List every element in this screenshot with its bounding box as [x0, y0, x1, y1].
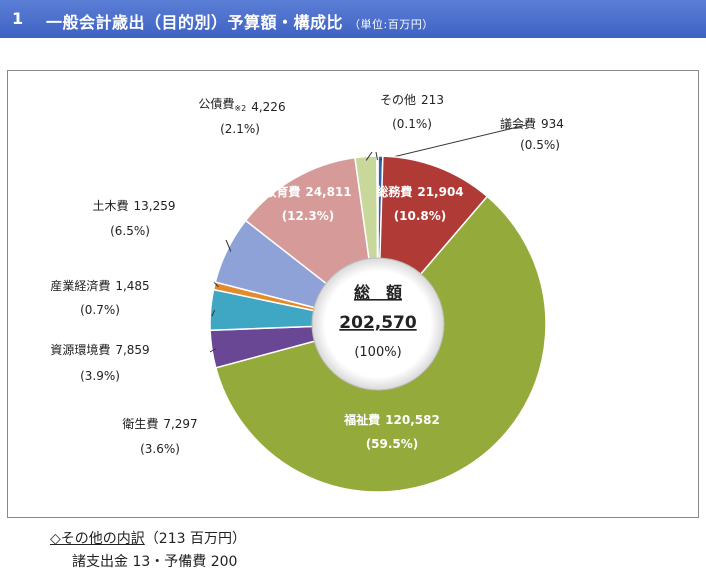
donut-center — [311, 257, 445, 391]
slice-percent: (0.7%) — [80, 303, 120, 317]
other-breakdown-detail: 諸支出金 13・予備費 200 — [72, 554, 238, 570]
slice-label: 総務費 21,904 — [376, 184, 463, 199]
slice-label: 議会費 934 — [500, 116, 564, 131]
slice-label: 福祉費 120,582 — [343, 412, 440, 427]
slice-percent: (2.1%) — [220, 122, 260, 136]
leader-line — [375, 151, 378, 161]
leader-line — [365, 151, 373, 161]
center-title: 総 額 — [354, 283, 402, 302]
leader-line — [209, 348, 217, 353]
slice-percent: (12.3%) — [282, 209, 335, 223]
slice-label: その他 213 — [380, 93, 444, 107]
center-total: 202,570 — [339, 313, 417, 333]
other-breakdown-note: ◇その他の内訳（213 百万円） — [50, 528, 246, 548]
leader-line — [225, 239, 232, 252]
center-percent: (100%) — [354, 345, 401, 360]
slice-10 — [376, 155, 379, 261]
slice-label: 土木費 13,259 — [92, 198, 175, 213]
slice-percent: (0.5%) — [520, 138, 560, 152]
slice-label: 教育費 24,811 — [263, 184, 351, 199]
chart-header: 1 一般会計歳出（目的別）予算額・構成比 （単位:百万円） — [0, 0, 706, 38]
slice-percent: (3.9%) — [80, 369, 120, 383]
unit-label: （単位:百万円） — [349, 18, 434, 31]
leader-line — [213, 281, 219, 288]
slice-percent: (59.5%) — [366, 437, 419, 451]
section-number: 1 — [12, 9, 24, 28]
leader-line — [211, 309, 216, 317]
slice-percent: (10.8%) — [394, 209, 447, 223]
slice-percent: (6.5%) — [110, 224, 150, 238]
leader-line — [380, 124, 527, 161]
chart-title-text: 一般会計歳出（目的別）予算額・構成比 — [46, 13, 344, 32]
slice-label: 産業経済費 1,485 — [50, 278, 149, 293]
other-breakdown-amount: （213 百万円） — [144, 531, 246, 547]
chart-title: 一般会計歳出（目的別）予算額・構成比 （単位:百万円） — [46, 9, 434, 33]
slice-label: 公債費※2 4,226 — [198, 96, 285, 114]
slice-label: 資源環境費 7,859 — [50, 342, 149, 357]
other-breakdown-title: ◇その他の内訳 — [50, 531, 145, 547]
slice-percent: (0.1%) — [392, 117, 432, 131]
slice-percent: (3.6%) — [140, 442, 180, 456]
slice-label: 衛生費 7,297 — [122, 416, 197, 431]
